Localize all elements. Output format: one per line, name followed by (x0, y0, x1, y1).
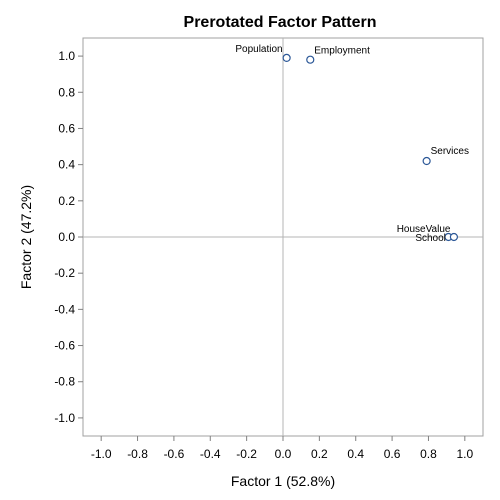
data-point-label: Services (431, 146, 469, 157)
chart-title: Prerotated Factor Pattern (184, 14, 377, 31)
x-tick-label: 0.4 (347, 447, 364, 461)
y-tick-label: -0.4 (54, 302, 75, 316)
y-tick-label: 0.8 (58, 85, 75, 99)
y-tick-label: 0.2 (58, 194, 75, 208)
y-tick-label: 0.4 (58, 158, 75, 172)
x-tick-label: 0.0 (275, 447, 292, 461)
data-point-label: Employment (314, 46, 370, 57)
x-tick-label: -0.8 (127, 447, 148, 461)
x-tick-label: -0.6 (164, 447, 185, 461)
data-point-label: HouseValue (397, 224, 451, 235)
x-tick-label: -0.4 (200, 447, 221, 461)
y-tick-label: -0.6 (54, 339, 75, 353)
data-point-marker (449, 232, 459, 242)
data-point-label: School (415, 233, 446, 244)
x-axis-label: Factor 1 (52.8%) (231, 473, 335, 489)
y-tick-label: 0.0 (58, 230, 75, 244)
data-point-marker (306, 55, 315, 64)
y-tick-label: -0.2 (54, 266, 75, 280)
reference-lines (83, 38, 483, 436)
data-points: Population Employment Services HouseValueSc… (235, 44, 469, 244)
y-tick-label: 0.6 (58, 121, 75, 135)
x-tick-label: 0.8 (420, 447, 437, 461)
x-tick-label: 0.6 (384, 447, 401, 461)
y-tick-label: 1.0 (58, 49, 75, 63)
x-axis: -1.0 -0.8 -0.6 -0.4 -0.2 0.0 0.2 0.4 0.6 0.8 1.0 (91, 436, 473, 461)
y-tick-label: -0.8 (54, 375, 75, 389)
x-tick-label: 1.0 (456, 447, 473, 461)
data-point-label: Population (235, 44, 282, 55)
y-axis: 1.0 0.8 0.6 0.4 0.2 0.0 -0.2 -0.4 -0.6 -0.8 -1.0 (54, 49, 83, 425)
data-point-marker (282, 53, 291, 63)
x-tick-label: -1.0 (91, 447, 112, 461)
y-axis-label: Factor 2 (47.2%) (18, 185, 34, 289)
data-point-marker (422, 156, 431, 166)
x-tick-label: 0.2 (311, 447, 328, 461)
y-tick-label: -1.0 (54, 411, 75, 425)
x-tick-label: -0.2 (236, 447, 257, 461)
